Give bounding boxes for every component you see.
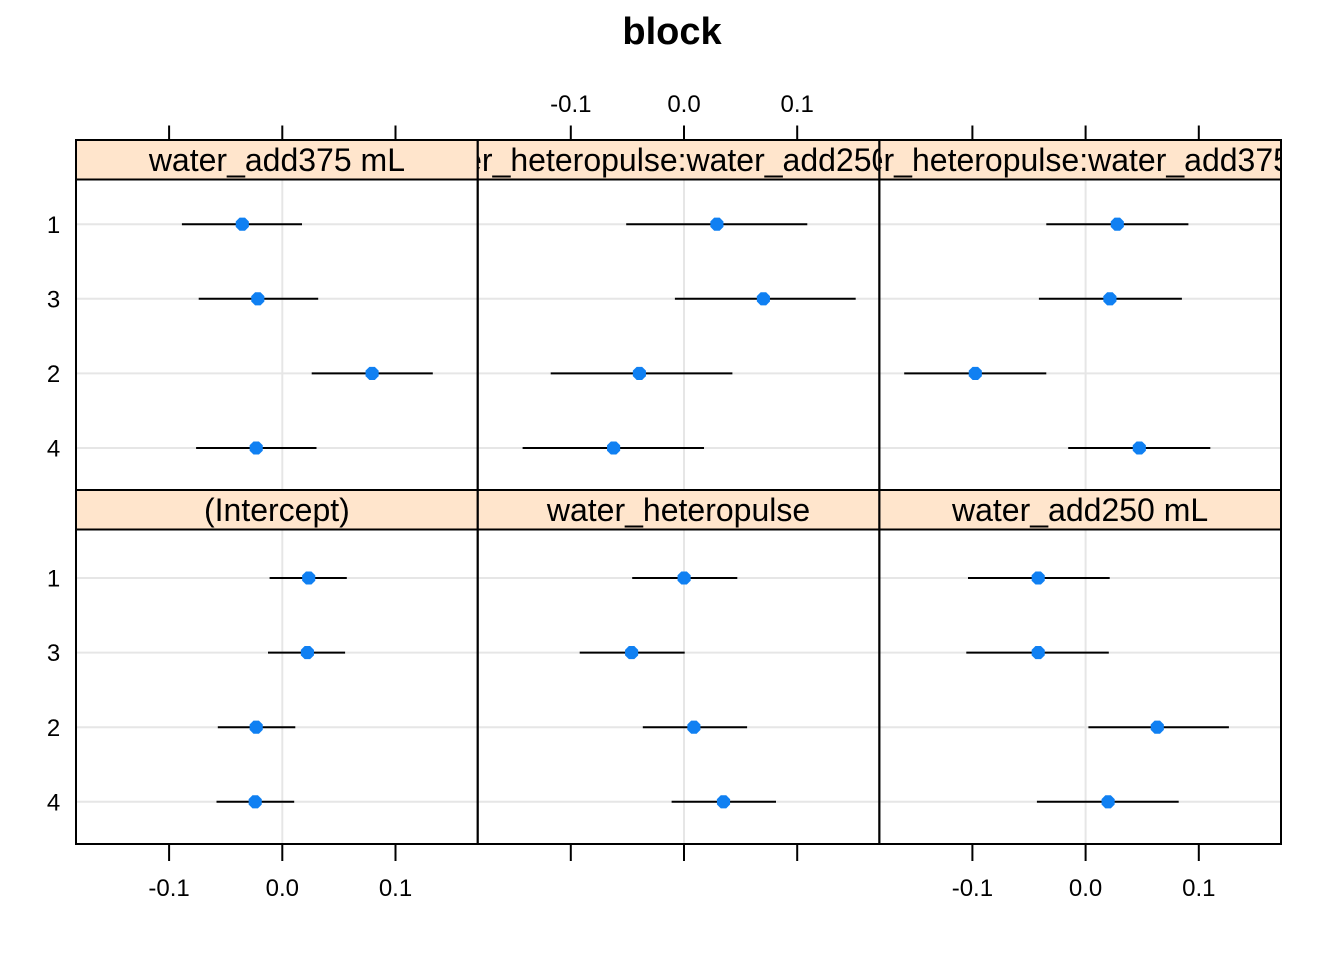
svg-text:0.1: 0.1 <box>379 875 412 902</box>
svg-text:water_heteropulse: water_heteropulse <box>546 492 810 528</box>
svg-text:-0.1: -0.1 <box>952 875 993 902</box>
svg-text:0.1: 0.1 <box>1182 875 1215 902</box>
svg-text:-0.1: -0.1 <box>148 875 189 902</box>
svg-text:4: 4 <box>47 436 60 463</box>
svg-text:0.1: 0.1 <box>781 91 814 118</box>
svg-text:block: block <box>622 11 722 53</box>
svg-text:3: 3 <box>47 286 60 313</box>
svg-text:(Intercept): (Intercept) <box>204 492 350 528</box>
svg-text:1: 1 <box>47 566 60 593</box>
svg-text:water_heteropulse:water_add375: water_heteropulse:water_add375 mL <box>815 142 1344 178</box>
svg-text:water_add250 mL: water_add250 mL <box>951 492 1208 528</box>
svg-text:0.0: 0.0 <box>667 91 700 118</box>
svg-text:0.0: 0.0 <box>266 875 299 902</box>
svg-text:0.0: 0.0 <box>1069 875 1102 902</box>
svg-text:4: 4 <box>47 789 60 816</box>
svg-text:2: 2 <box>47 715 60 742</box>
svg-text:3: 3 <box>47 640 60 667</box>
svg-text:water_add375 mL: water_add375 mL <box>148 142 405 178</box>
svg-text:1: 1 <box>47 212 60 239</box>
svg-text:-0.1: -0.1 <box>550 91 591 118</box>
svg-text:water_heteropulse:water_add250: water_heteropulse:water_add250 mL <box>413 142 942 178</box>
svg-text:2: 2 <box>47 361 60 388</box>
